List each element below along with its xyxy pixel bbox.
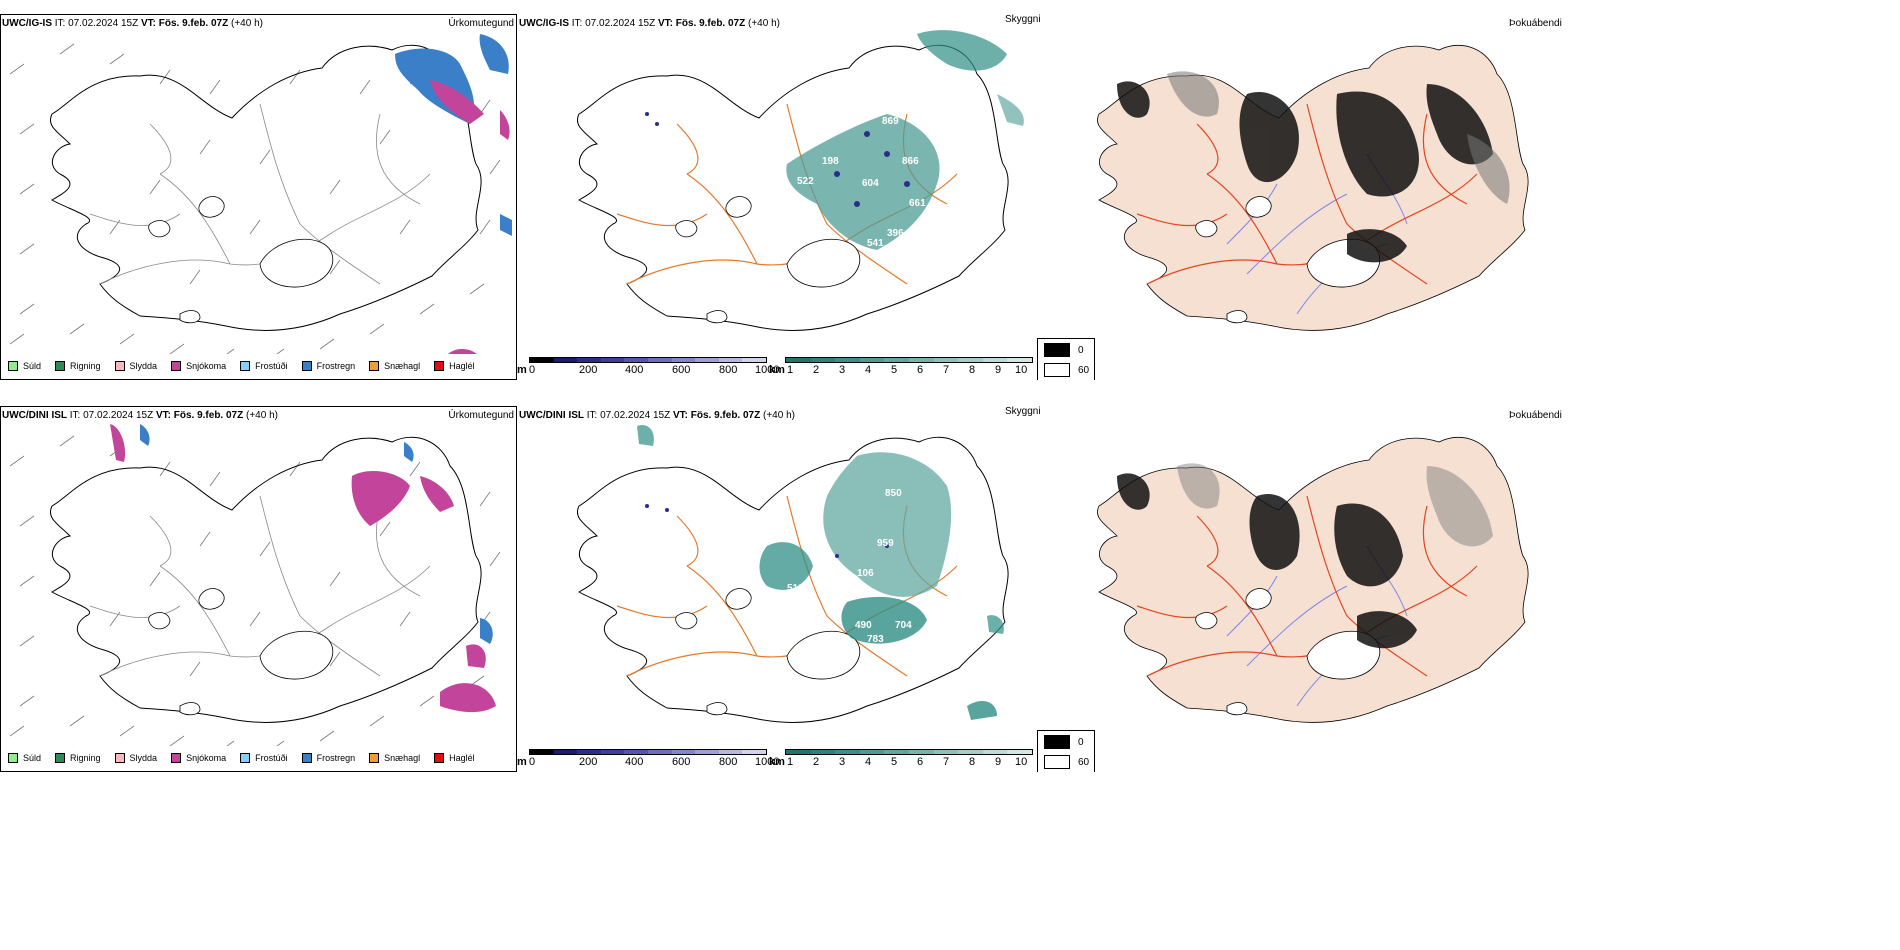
legend-item-freezing-rain: Frostregn: [301, 361, 355, 371]
fog-panel-ig: 0 60: [1037, 14, 1557, 380]
vis-label: 510: [787, 583, 804, 594]
low-vis-area: [997, 94, 1024, 126]
precip-frame: [0, 406, 517, 772]
vis-scale-m: [529, 749, 767, 755]
dense-fog-dots: [645, 112, 910, 207]
vis-scale-km-ticks: km 1 2 3 4 5 6 7 8 9 10: [769, 756, 1028, 768]
snow-area: [500, 110, 510, 140]
legend-item-rain: Rigning: [55, 753, 101, 763]
vis-label: 541: [867, 238, 884, 249]
legend-item-sleet: Slydda: [114, 361, 157, 371]
fog-high-area: [1117, 473, 1417, 649]
precip-map-ig: [9, 34, 512, 354]
vis-label: 866: [902, 156, 919, 167]
precip-frame: [0, 14, 517, 380]
vis-scale-m-ticks: m 0 200 400 600 800 1000: [517, 756, 780, 768]
legend-item-freezing-rain: Frostregn: [301, 753, 355, 763]
freezing-rain-area: [404, 442, 414, 462]
vis-title: Skyggni: [1005, 14, 1041, 25]
vis-panel-ig: 869 866 198 522 604 661 541 396 m 0 200 …: [517, 14, 1037, 380]
snow-area: [440, 683, 496, 713]
low-vis-area: [987, 615, 1004, 634]
fog-legend: 0 60: [1037, 730, 1095, 772]
vis-map-dini: 850 959 106 510 490 704 783: [576, 424, 1009, 723]
fog-map-ig: [1096, 44, 1529, 331]
freezing-rain-area: [500, 214, 512, 236]
legend-item-snow-pellets: Snæhagl: [369, 753, 420, 763]
vis-label: 959: [877, 538, 894, 549]
header-ig-vis: UWC/IG-IS IT: 07.02.2024 15Z VT: Fös. 9.…: [519, 18, 780, 29]
low-vis-area: [786, 114, 940, 250]
fog-map-dini: [1096, 436, 1529, 723]
vis-label: 783: [867, 634, 884, 645]
precip-panel-ig: Súld Rigning Slydda Snjókoma Frostúði Fr…: [0, 14, 517, 380]
vis-label: 661: [909, 198, 926, 209]
legend-item-freezing-drizzle: Frostúði: [240, 361, 288, 371]
vis-label: 604: [862, 178, 879, 189]
legend-item-drizzle: Súld: [8, 361, 41, 371]
vis-label: 490: [855, 620, 872, 631]
vis-label: 704: [895, 620, 912, 631]
legend-item-snow: Snjókoma: [171, 361, 226, 371]
precip-map-dini: [9, 424, 501, 746]
fog-title: Þokuábendi: [1509, 410, 1562, 421]
fog-legend: 0 60: [1037, 338, 1095, 380]
low-vis-area: [637, 424, 654, 446]
precip-legend: Súld Rigning Slydda Snjókoma Frostúði Fr…: [0, 356, 481, 376]
low-vis-area: [967, 701, 997, 720]
snow-area: [420, 476, 454, 512]
precip-legend: Súld Rigning Slydda Snjókoma Frostúði Fr…: [0, 748, 481, 768]
vis-map-ig: 869 866 198 522 604 661 541 396: [576, 30, 1024, 331]
snow-area: [448, 349, 477, 354]
snow-area: [430, 80, 484, 124]
low-vis-area: [917, 30, 1007, 71]
vis-title: Skyggni: [1005, 406, 1041, 417]
snow-area: [466, 644, 486, 668]
vis-label: 869: [882, 116, 899, 127]
legend-item-hail: Haglél: [434, 753, 475, 763]
legend-item-hail: Haglél: [434, 361, 475, 371]
snow-area: [351, 471, 410, 526]
vis-label: 106: [857, 568, 874, 579]
vis-scale-km: [785, 749, 1033, 755]
legend-item-rain: Rigning: [55, 361, 101, 371]
legend-item-snow-pellets: Snæhagl: [369, 361, 420, 371]
snow-area: [110, 424, 126, 462]
precip-title: Úrkomutegund: [448, 410, 514, 421]
legend-item-freezing-drizzle: Frostúði: [240, 753, 288, 763]
vis-label: 198: [822, 156, 839, 167]
legend-item-drizzle: Súld: [8, 753, 41, 763]
dense-fog-dots: [645, 504, 889, 558]
vis-scale-km: [785, 357, 1033, 363]
fog-title: Þokuábendi: [1509, 18, 1562, 29]
fog-panel-dini: 0 60: [1037, 406, 1557, 772]
legend-item-sleet: Slydda: [114, 753, 157, 763]
precip-panel-dini: Súld Rigning Slydda Snjókoma Frostúði Fr…: [0, 406, 517, 772]
freezing-rain-area: [480, 618, 493, 644]
freezing-rain-area: [140, 424, 150, 446]
vis-label: 850: [885, 488, 902, 499]
low-vis-area: [759, 542, 813, 590]
vis-label: 396: [887, 228, 904, 239]
vis-panel-dini: 850 959 106 510 490 704 783 m 0 200 400 …: [517, 406, 1037, 772]
header-dini-precip: UWC/DINI ISL IT: 07.02.2024 15Z VT: Fös.…: [2, 410, 278, 421]
low-vis-area: [841, 596, 927, 644]
vis-scale-m: [529, 357, 767, 363]
low-vis-area: [823, 452, 952, 597]
vis-scale-km-ticks: km 1 2 3 4 5 6 7 8 9 10: [769, 364, 1028, 376]
legend-item-snow: Snjókoma: [171, 753, 226, 763]
freezing-rain-area: [479, 34, 509, 74]
precip-title: Úrkomutegund: [448, 18, 514, 29]
header-ig-precip: UWC/IG-IS IT: 07.02.2024 15Z VT: Fös. 9.…: [2, 18, 263, 29]
header-dini-vis: UWC/DINI ISL IT: 07.02.2024 15Z VT: Fös.…: [519, 410, 795, 421]
vis-label: 522: [797, 176, 814, 187]
vis-scale-m-ticks: m 0 200 400 600 800 1000: [517, 364, 780, 376]
